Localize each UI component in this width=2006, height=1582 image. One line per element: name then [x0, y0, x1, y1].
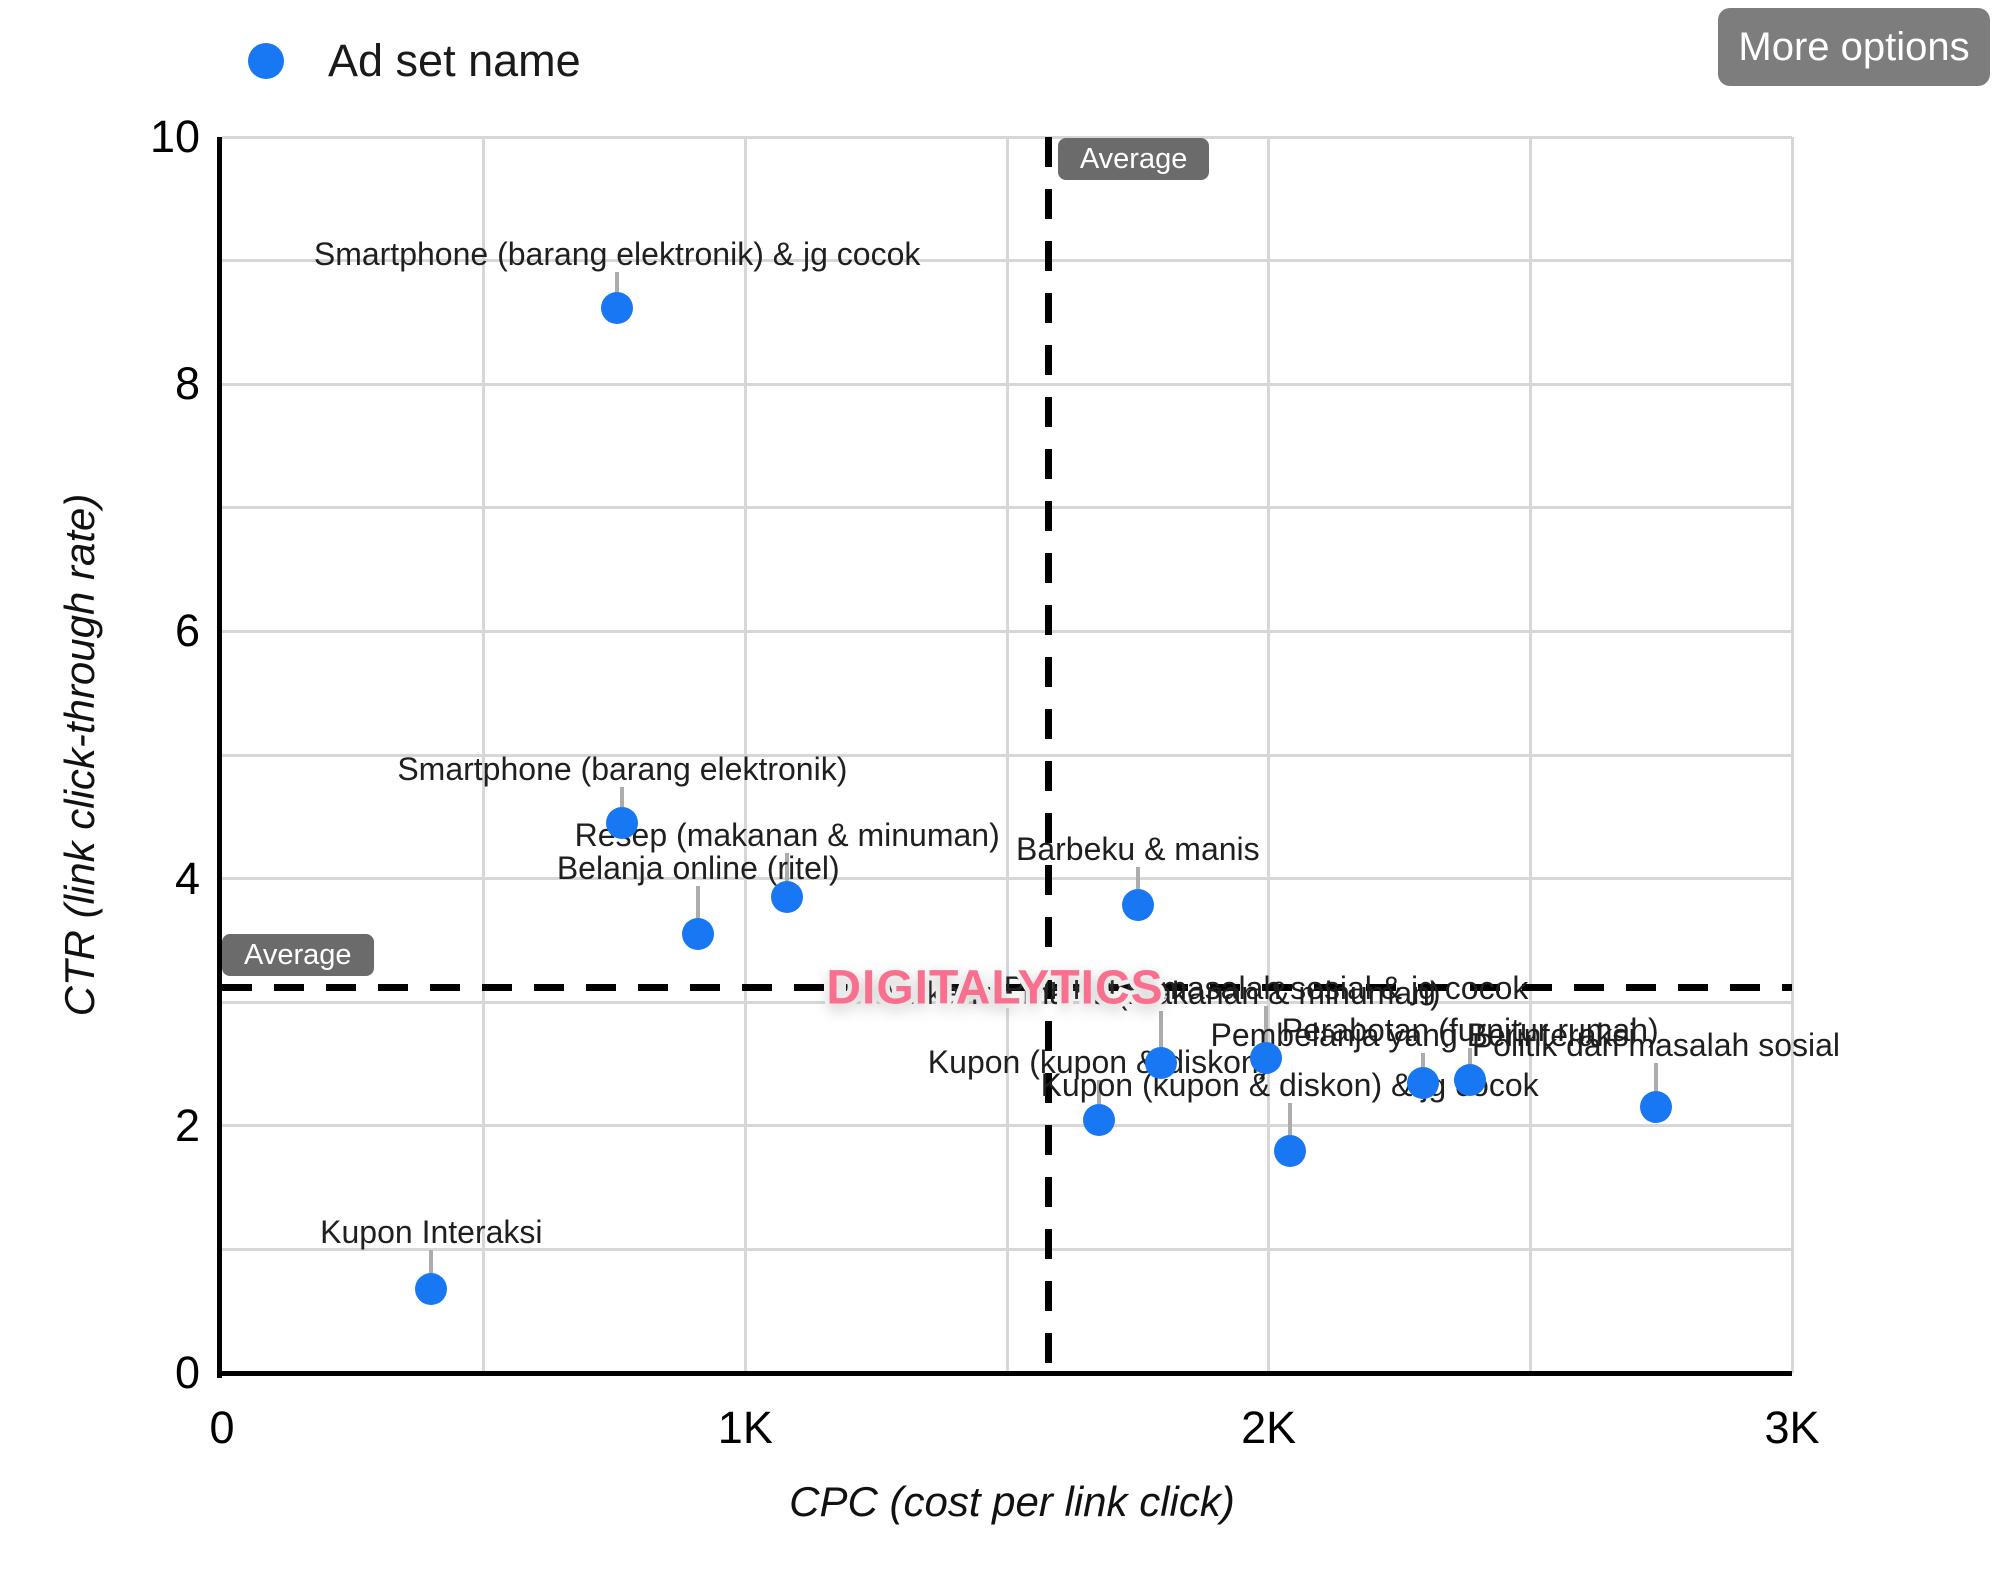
- y-axis-title: CTR (link click-through rate): [56, 493, 103, 1017]
- y-axis-line: [217, 137, 222, 1378]
- y-tick-label: 6: [174, 605, 200, 657]
- point-leader-line: [1287, 1102, 1292, 1135]
- point-leader-line: [429, 1249, 434, 1273]
- data-point[interactable]: [682, 918, 715, 951]
- point-label: Makanan manis (makanan & minuman): [882, 974, 1441, 1011]
- gridline-horizontal: [222, 629, 1792, 633]
- x-axis-line: [217, 1371, 1792, 1376]
- data-point[interactable]: [1273, 1134, 1306, 1167]
- x-tick-label: 1K: [717, 1402, 773, 1453]
- data-point[interactable]: [771, 881, 804, 914]
- y-tick-label: 2: [174, 1099, 200, 1151]
- x-axis-title: CPC (cost per link click): [789, 1478, 1235, 1525]
- gridline-horizontal: [222, 1124, 1792, 1128]
- average-line-vertical: [1045, 137, 1053, 1373]
- y-tick-label: 10: [149, 111, 200, 162]
- y-tick-label: 8: [174, 358, 200, 410]
- data-point[interactable]: [601, 291, 634, 324]
- point-label: Resep (makanan & minuman): [574, 817, 1000, 854]
- gridline-horizontal: [222, 382, 1792, 386]
- gridline-horizontal: [222, 877, 1792, 881]
- legend-marker-icon: [248, 43, 284, 79]
- point-leader-line: [1264, 1005, 1269, 1042]
- data-point[interactable]: [1407, 1066, 1440, 1099]
- x-tick-label: 2K: [1241, 1402, 1297, 1453]
- point-leader-line: [1159, 1010, 1164, 1047]
- point-label: Politik dan masalah sosial & jg cocok: [1003, 969, 1529, 1006]
- data-point[interactable]: [606, 806, 639, 839]
- data-point[interactable]: [1121, 888, 1154, 921]
- point-leader-line: [696, 886, 701, 919]
- data-point[interactable]: [1454, 1064, 1487, 1097]
- data-point[interactable]: [1082, 1103, 1115, 1136]
- point-leader-line: [1096, 1079, 1101, 1104]
- point-label: Politik dan masalah sosial: [1471, 1027, 1841, 1064]
- point-label: Smartphone (barang elektronik): [397, 750, 848, 787]
- data-point[interactable]: [1145, 1046, 1178, 1079]
- watermark: DIGITALYTICS: [822, 957, 1167, 1019]
- point-leader-line: [785, 853, 790, 882]
- gridline-horizontal: [222, 135, 1792, 139]
- gridline-vertical: [1790, 137, 1794, 1373]
- point-label: Kupon Interaksi: [320, 1213, 543, 1250]
- gridline-horizontal: [222, 753, 1792, 757]
- x-tick-label: 3K: [1764, 1402, 1820, 1453]
- legend: Ad set name: [248, 26, 581, 96]
- point-leader-line: [1653, 1063, 1658, 1092]
- point-label: Pembelanja yang Berinteraksi: [1210, 1016, 1636, 1053]
- average-badge-left: Average: [222, 934, 374, 977]
- data-point[interactable]: [1639, 1091, 1672, 1124]
- point-leader-line: [1468, 1048, 1473, 1065]
- data-point[interactable]: [1250, 1041, 1283, 1074]
- point-leader-line: [1421, 1052, 1426, 1067]
- point-leader-line: [620, 786, 625, 807]
- point-leader-line: [1135, 866, 1140, 889]
- x-tick-label: 0: [209, 1402, 235, 1453]
- gridline-horizontal: [222, 259, 1792, 263]
- legend-label: Ad set name: [328, 35, 581, 86]
- point-label: Belanja online (ritel): [556, 850, 840, 887]
- average-badge-top: Average: [1057, 138, 1210, 180]
- point-label: Kupon (kupon & diskon): [927, 1043, 1270, 1080]
- gridline-horizontal: [222, 1247, 1792, 1251]
- point-leader-line: [615, 271, 620, 292]
- y-tick-label: 0: [174, 1347, 200, 1398]
- average-line-horizontal: [222, 983, 1792, 991]
- data-point[interactable]: [415, 1272, 448, 1305]
- gridline-horizontal: [222, 506, 1792, 510]
- legend-item-ad-set-name[interactable]: Ad set name: [248, 35, 581, 87]
- y-tick-label: 4: [174, 852, 200, 904]
- more-options-button[interactable]: More options: [1718, 8, 1990, 86]
- point-label: Smartphone (barang elektronik) & jg coco…: [313, 235, 921, 272]
- point-label: Perabotan (furnitur rumah): [1281, 1012, 1659, 1049]
- gridline-horizontal: [222, 1000, 1792, 1004]
- point-label: Barbeku & manis: [1015, 830, 1260, 867]
